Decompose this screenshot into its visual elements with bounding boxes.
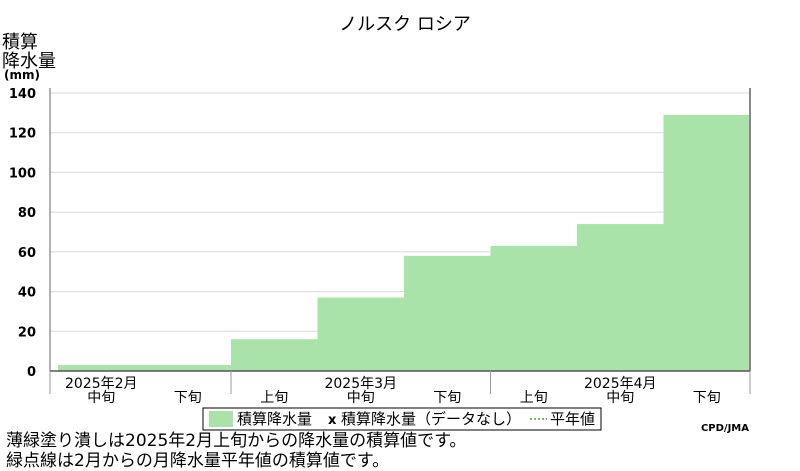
y-axis-label-unit: (mm) [4, 68, 40, 82]
y-tick-label-0: 0 [27, 365, 36, 380]
y-tick-label-7: 140 [9, 87, 36, 102]
bar-7 [663, 114, 750, 371]
legend-nodata-marker: x [328, 413, 337, 428]
x-tick-month-0: 2025年2月 [65, 376, 138, 392]
y-tick-label-2: 40 [18, 286, 36, 301]
x-tick-dekad-2: 上旬 [260, 390, 288, 406]
y-tick-labels: 0 20 40 60 80 100 120 140 [9, 87, 36, 380]
bar-0 [58, 365, 145, 371]
y-axis-label-line1: 積算 [2, 32, 38, 53]
bar-4 [404, 255, 491, 371]
y-tick-label-3: 60 [18, 246, 36, 261]
x-tick-dekad-0: 中旬 [87, 390, 115, 406]
legend-normal-label: 平年値 [550, 410, 595, 428]
x-tick-dekad-7: 下旬 [693, 390, 721, 406]
x-tick-dekad-5: 上旬 [520, 390, 548, 406]
y-tick-label-1: 20 [18, 325, 36, 340]
bars [58, 114, 750, 371]
x-tick-dekad-1: 下旬 [174, 390, 202, 406]
x-tick-month-1: 2025年3月 [324, 376, 397, 392]
credit-label: CPD/JMA [701, 423, 749, 434]
legend: 積算降水量 x 積算降水量（データなし） 平年値 [202, 407, 602, 431]
y-tick-label-6: 120 [9, 127, 36, 142]
bar-2 [231, 339, 318, 371]
x-tick-month-2: 2025年4月 [584, 376, 657, 392]
y-tick-label-4: 80 [18, 206, 36, 221]
note-line-1: 薄緑塗り潰しは2025年2月上旬からの降水量の積算値です。 [6, 431, 467, 451]
bar-5 [490, 245, 577, 371]
legend-box [202, 407, 602, 431]
x-tick-labels: 中旬 下旬 上旬 中旬 下旬 上旬 中旬 下旬 2025年2月 2025年3月 2025年4月 [65, 376, 721, 406]
bar-3 [317, 297, 404, 371]
legend-swatch [209, 411, 233, 427]
y-tick-label-5: 100 [9, 166, 36, 181]
x-tick-dekad-6: 中旬 [606, 390, 634, 406]
plot-frame [49, 88, 751, 394]
bar-1 [144, 365, 231, 371]
y-axis-label-line2: 降水量 [2, 51, 56, 72]
x-tick-dekad-4: 下旬 [433, 390, 461, 406]
note-line-2: 緑点線は2月からの月降水量平年値の積算値です。 [6, 451, 390, 471]
x-tick-dekad-3: 中旬 [347, 390, 375, 406]
legend-fill-label: 積算降水量 [237, 410, 312, 428]
chart-title: ノルスク ロシア [339, 14, 471, 35]
bar-6 [577, 224, 664, 371]
legend-nodata-label: 積算降水量（データなし） [341, 410, 521, 428]
